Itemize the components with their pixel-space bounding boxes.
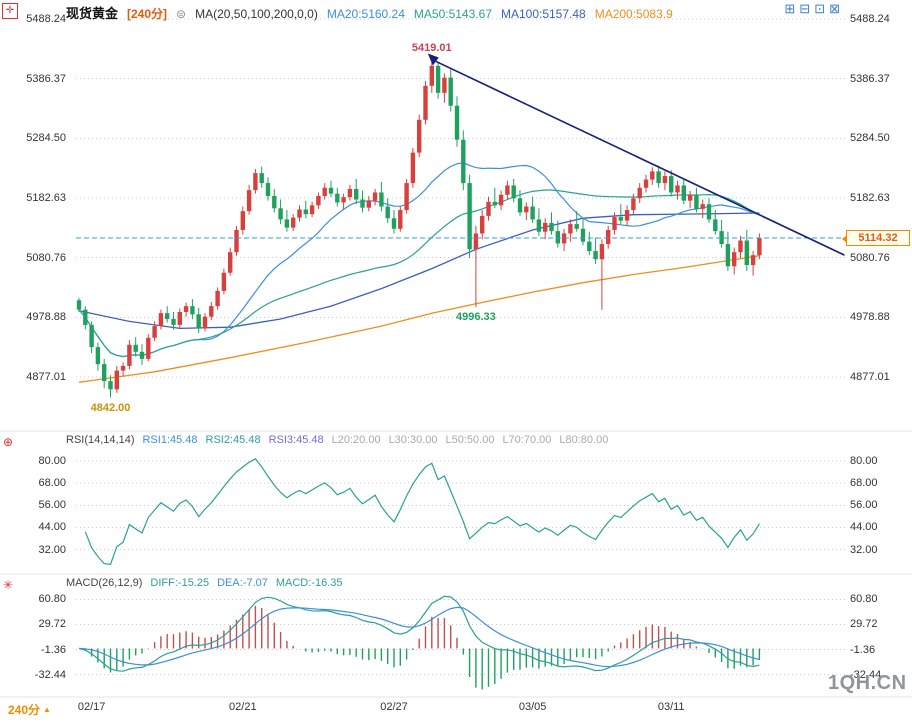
price-axis-label-right: 5182.63 <box>850 191 890 204</box>
price-annotation: 5419.01 <box>411 42 452 55</box>
rsi-axis-label-right: 68.00 <box>850 477 878 490</box>
price-axis-label-right: 4978.88 <box>850 311 890 324</box>
macd-axis-label-left: 29.72 <box>38 618 66 631</box>
price-axis-label-left: 5182.63 <box>26 191 66 204</box>
layout-grid-icon[interactable]: ⊞ <box>784 1 796 16</box>
layout-rows-icon[interactable]: ⊟ <box>799 1 811 16</box>
chart-header: 现货黄金 [240分] ⊜ MA(20,50,100,200,0,0) MA20… <box>66 3 673 22</box>
rsi-l20-value: L20:20.00 <box>331 434 381 446</box>
last-price-tag: 5114.32 <box>842 230 910 246</box>
price-axis-label-right: 5488.24 <box>850 12 890 25</box>
rsi-axis-label-right: 80.00 <box>850 455 878 468</box>
watermark: 1QH.CN <box>828 672 907 694</box>
price-axis-label-right: 4877.01 <box>850 371 890 384</box>
rsi3-value: RSI3:45.48 <box>268 434 324 446</box>
layout-columns-icon[interactable]: ⊡ <box>814 1 826 16</box>
date-axis-label: 02/21 <box>229 701 257 713</box>
macd-axis-label-right: 60.80 <box>850 593 878 606</box>
date-axis-label: 03/11 <box>657 701 685 713</box>
macd-axis-label-left: 60.80 <box>38 593 66 606</box>
macd-axis-label-left: -32.44 <box>34 668 66 681</box>
symbol-title: 现货黄金 <box>66 6 119 21</box>
date-axis-label: 02/17 <box>77 701 106 713</box>
price-axis-label-left: 4877.01 <box>26 371 66 384</box>
rsi-l30-value: L30:30.00 <box>388 434 438 446</box>
rsi-axis-label-left: 32.00 <box>38 543 66 556</box>
period-label-bottom[interactable]: 240分 <box>8 703 41 717</box>
ma100-value: MA100:5157.48 <box>500 7 586 21</box>
rsi-title[interactable]: RSI(14,14,14) <box>66 434 135 446</box>
price-axis-label-right: 5080.76 <box>850 251 890 264</box>
price-axis-label-right: 5386.37 <box>850 72 890 85</box>
price-axis-label-left: 5080.76 <box>26 251 66 264</box>
layout-single-icon[interactable]: ⊠ <box>829 1 840 16</box>
price-annotation: 4842.00 <box>90 401 131 414</box>
date-axis-label: 03/05 <box>518 701 547 713</box>
rsi-axis-label-left: 68.00 <box>38 477 66 490</box>
macd-dea-value: DEA:-7.07 <box>217 577 268 589</box>
macd-axis-label-left: -1.36 <box>40 643 66 656</box>
macd-title[interactable]: MACD(26,12,9) <box>66 577 143 589</box>
draw-tool-icon[interactable]: ✛ <box>2 3 18 19</box>
macd-header: MACD(26,12,9) DIFF:-15.25 DEA:-7.07 MACD… <box>66 577 343 589</box>
macd-diff-value: DIFF:-15.25 <box>150 577 210 589</box>
ma20-value: MA20:5160.24 <box>326 7 405 21</box>
macd-axis-label-right: 29.72 <box>850 618 878 631</box>
triangle-up-icon: ▲ <box>43 705 51 714</box>
rsi-l80-value: L80:80.00 <box>559 434 609 446</box>
rsi-axis-label-left: 44.00 <box>38 521 66 534</box>
chart-layout-toolbar: ⊞ ⊟ ⊡ ⊠ <box>784 2 840 16</box>
macd-indicator-icon[interactable]: ✳ <box>3 578 14 592</box>
rsi-header: RSI(14,14,14) RSI1:45.48 RSI2:45.48 RSI3… <box>66 434 608 446</box>
rsi2-value: RSI2:45.48 <box>205 434 261 446</box>
period-selector[interactable]: 240分 ▲ <box>8 701 51 718</box>
ma50-value: MA50:5143.67 <box>413 7 492 21</box>
price-axis-label-left: 4978.88 <box>26 311 66 324</box>
rsi-axis-label-right: 32.00 <box>850 543 878 556</box>
rsi-axis-label-right: 56.00 <box>850 499 878 512</box>
ma-settings-label[interactable]: MA(20,50,100,200,0,0) <box>195 7 318 21</box>
ma200-value: MA200:5083.9 <box>594 7 673 21</box>
price-axis-label-left: 5488.24 <box>26 12 66 25</box>
date-axis-label: 02/27 <box>380 701 408 713</box>
macd-value: MACD:-16.35 <box>275 577 343 589</box>
price-axis-label-left: 5386.37 <box>26 72 66 85</box>
rsi-axis-label-left: 56.00 <box>38 499 66 512</box>
rsi-l70-value: L70:70.00 <box>502 434 552 446</box>
rsi-indicator-icon[interactable]: ⊕ <box>3 435 14 449</box>
price-axis-label-right: 5284.50 <box>850 132 890 145</box>
rsi-l50-value: L50:50.00 <box>445 434 495 446</box>
link-icon[interactable]: ⊜ <box>176 7 187 21</box>
rsi-axis-label-right: 44.00 <box>850 521 878 534</box>
rsi1-value: RSI1:45.48 <box>142 434 198 446</box>
macd-axis-label-right: -1.36 <box>850 643 876 656</box>
period-label[interactable]: [240分] <box>127 7 168 21</box>
rsi-axis-label-left: 80.00 <box>38 455 66 468</box>
macd-axis-label-right: -32.44 <box>850 668 882 681</box>
price-axis-label-left: 5284.50 <box>26 132 66 145</box>
price-annotation: 4996.33 <box>456 311 496 324</box>
